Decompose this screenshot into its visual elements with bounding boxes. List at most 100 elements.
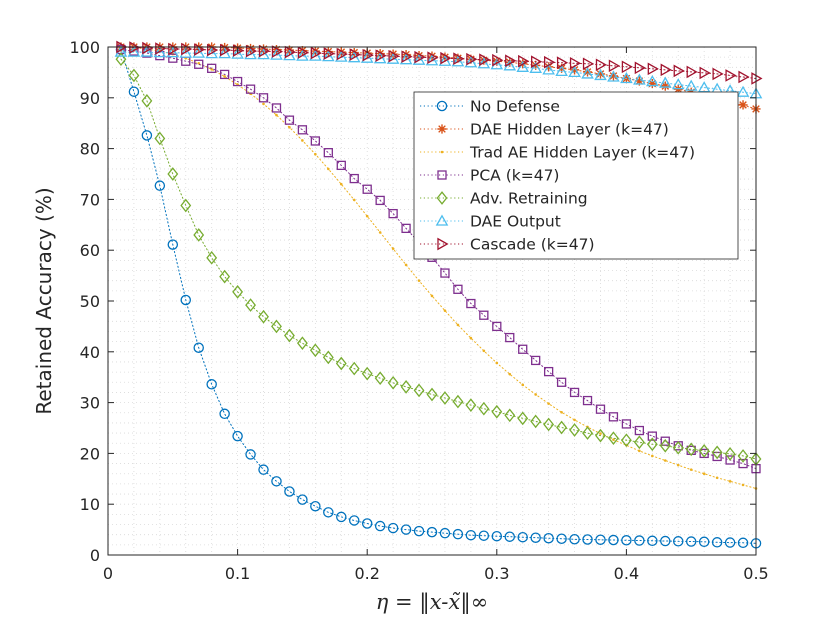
data-point-trad-ae-hidden-layer-k-47 bbox=[391, 247, 395, 250]
data-point-no-defense bbox=[271, 476, 282, 487]
data-point-no-defense bbox=[258, 464, 269, 475]
data-point-adv-retraining bbox=[426, 387, 438, 402]
data-point-adv-retraining bbox=[258, 309, 269, 324]
data-point-adv-retraining bbox=[348, 361, 360, 376]
data-point-pca-k-47 bbox=[440, 268, 450, 278]
data-point-dae-output bbox=[373, 52, 387, 64]
data-point-no-defense bbox=[530, 532, 541, 543]
data-point-cascade-k-47 bbox=[699, 66, 711, 80]
data-point-no-defense bbox=[297, 494, 308, 505]
x-tick-label: 0.5 bbox=[743, 564, 768, 583]
data-point-dae-output bbox=[322, 50, 335, 62]
legend: No Defense DAE Hidden Layer (k=47) Trad AE… bbox=[413, 91, 739, 260]
x-tick-label: 0.1 bbox=[225, 564, 250, 583]
data-point-dae-output bbox=[633, 73, 646, 85]
data-point-dae-hidden-layer-k-47 bbox=[647, 78, 657, 89]
data-point-pca-k-47 bbox=[608, 412, 619, 422]
data-point-no-defense bbox=[465, 529, 477, 541]
data-point-trad-ae-hidden-layer-k-47 bbox=[508, 372, 512, 376]
data-point-adv-retraining bbox=[128, 68, 140, 83]
asterisk-strokes bbox=[437, 124, 447, 134]
data-point-trad-ae-hidden-layer-k-47 bbox=[676, 463, 680, 467]
asterisk-strokes bbox=[738, 100, 748, 110]
data-point-no-defense bbox=[647, 535, 658, 547]
legend-item-adv-retraining: Adv. Retraining bbox=[420, 190, 588, 208]
data-point-pca-k-47 bbox=[245, 84, 256, 94]
data-point-cascade-k-47 bbox=[647, 62, 659, 76]
data-point-cascade-k-47 bbox=[582, 57, 595, 71]
data-point-dae-output bbox=[218, 47, 231, 59]
data-point-pca-k-47 bbox=[569, 387, 580, 398]
data-point-adv-retraining bbox=[659, 438, 671, 453]
data-point-pca-k-47 bbox=[207, 63, 217, 73]
data-point-dae-output bbox=[179, 46, 193, 58]
data-point-pca-k-47 bbox=[725, 455, 735, 465]
data-point-cascade-k-47 bbox=[725, 69, 737, 82]
asterisk-strokes bbox=[505, 57, 515, 67]
data-point-dae-output bbox=[684, 79, 698, 91]
data-point-trad-ae-hidden-layer-k-47 bbox=[288, 125, 291, 129]
data-point-dae-hidden-layer-k-47 bbox=[569, 65, 580, 75]
data-point-dae-output bbox=[244, 48, 257, 60]
data-point-trad-ae-hidden-layer-k-47 bbox=[663, 459, 667, 462]
axes: 0 0.1 0.2 0.3 0.4 0.5 0 10 20 30 40 50 60 70 80 90 100 η … bbox=[32, 38, 769, 615]
x-tick-label: 0 bbox=[103, 564, 113, 583]
data-point-no-defense bbox=[348, 515, 360, 526]
data-point-dae-hidden-layer-k-47 bbox=[660, 81, 670, 91]
legend-marker bbox=[440, 150, 444, 154]
data-point-pca-k-47 bbox=[349, 173, 359, 184]
data-point-cascade-k-47 bbox=[518, 54, 530, 68]
data-point-dae-output bbox=[671, 78, 685, 90]
data-point-adv-retraining bbox=[620, 433, 632, 448]
data-point-dae-output bbox=[464, 56, 478, 68]
data-point-pca-k-47 bbox=[492, 321, 502, 332]
data-point-dae-output bbox=[451, 55, 465, 67]
data-point-pca-k-47 bbox=[362, 184, 372, 194]
data-point-cascade-k-47 bbox=[142, 41, 154, 55]
data-point-dae-hidden-layer-k-47 bbox=[557, 63, 567, 73]
data-point-dae-output bbox=[270, 48, 283, 60]
data-point-adv-retraining bbox=[167, 167, 179, 181]
data-point-dae-hidden-layer-k-47 bbox=[595, 69, 606, 79]
data-point-pca-k-47 bbox=[194, 59, 204, 69]
data-point-cascade-k-47 bbox=[168, 42, 180, 56]
data-point-dae-hidden-layer-k-47 bbox=[608, 71, 619, 81]
data-point-cascade-k-47 bbox=[323, 47, 335, 60]
data-point-dae-output bbox=[231, 47, 244, 59]
data-point-trad-ae-hidden-layer-k-47 bbox=[378, 231, 382, 234]
data-point-dae-output bbox=[477, 57, 491, 69]
data-point-no-defense bbox=[543, 532, 554, 544]
data-point-no-defense bbox=[685, 536, 697, 547]
data-point-trad-ae-hidden-layer-k-47 bbox=[210, 68, 213, 71]
data-point-dae-output bbox=[360, 51, 374, 63]
data-point-pca-k-47 bbox=[621, 419, 632, 429]
data-point-trad-ae-hidden-layer-k-47 bbox=[612, 438, 615, 441]
data-point-pca-k-47 bbox=[258, 93, 269, 103]
data-point-cascade-k-47 bbox=[388, 49, 400, 63]
y-axis-label: Retained Accuracy (%) bbox=[32, 187, 56, 414]
data-point-dae-output bbox=[646, 75, 659, 87]
data-point-adv-retraining bbox=[478, 401, 490, 416]
x-tick-label: 0.3 bbox=[484, 564, 509, 583]
data-point-cascade-k-47 bbox=[440, 51, 452, 65]
legend-label: DAE Hidden Layer (k=47) bbox=[470, 121, 669, 139]
data-point-trad-ae-hidden-layer-k-47 bbox=[339, 182, 343, 186]
data-point-dae-hidden-layer-k-47 bbox=[479, 55, 489, 65]
data-point-no-defense bbox=[621, 535, 632, 546]
y-tick-label: 60 bbox=[80, 241, 100, 260]
data-point-dae-output bbox=[347, 51, 361, 63]
data-point-trad-ae-hidden-layer-k-47 bbox=[443, 309, 447, 312]
data-point-no-defense bbox=[374, 520, 386, 532]
data-point-adv-retraining bbox=[608, 431, 619, 446]
data-point-pca-k-47 bbox=[582, 395, 593, 406]
data-point-pca-k-47 bbox=[543, 366, 554, 377]
y-tick-label: 50 bbox=[80, 292, 100, 311]
data-point-no-defense bbox=[141, 130, 153, 141]
data-point-no-defense bbox=[284, 486, 295, 497]
data-point-cascade-k-47 bbox=[181, 42, 193, 56]
data-point-pca-k-47 bbox=[647, 431, 657, 441]
data-point-cascade-k-47 bbox=[595, 58, 608, 72]
data-point-trad-ae-hidden-layer-k-47 bbox=[469, 336, 473, 340]
series-dae-output bbox=[114, 45, 763, 99]
x-axis-label: η = ‖x-x̃‖∞ bbox=[376, 590, 488, 615]
